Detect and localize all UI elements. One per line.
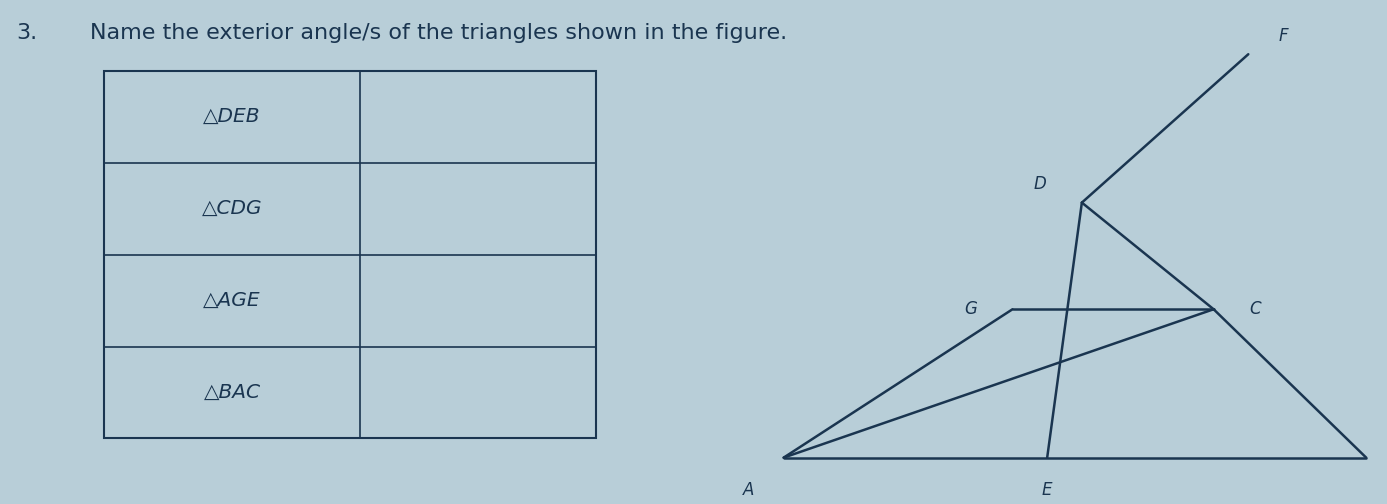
Text: △CDG: △CDG (201, 199, 262, 218)
Bar (104, 71, 596, 438)
Text: △BAC: △BAC (204, 383, 261, 402)
Text: F: F (1279, 27, 1287, 45)
Text: E: E (1042, 481, 1053, 499)
Text: D: D (1033, 175, 1047, 193)
Text: Name the exterior angle/s of the triangles shown in the figure.: Name the exterior angle/s of the triangl… (90, 23, 788, 43)
Text: G: G (964, 300, 978, 318)
Text: A: A (743, 481, 755, 499)
Text: 3.: 3. (17, 23, 37, 43)
Text: △DEB: △DEB (204, 107, 261, 126)
Text: △AGE: △AGE (204, 291, 261, 310)
Text: C: C (1250, 300, 1261, 318)
